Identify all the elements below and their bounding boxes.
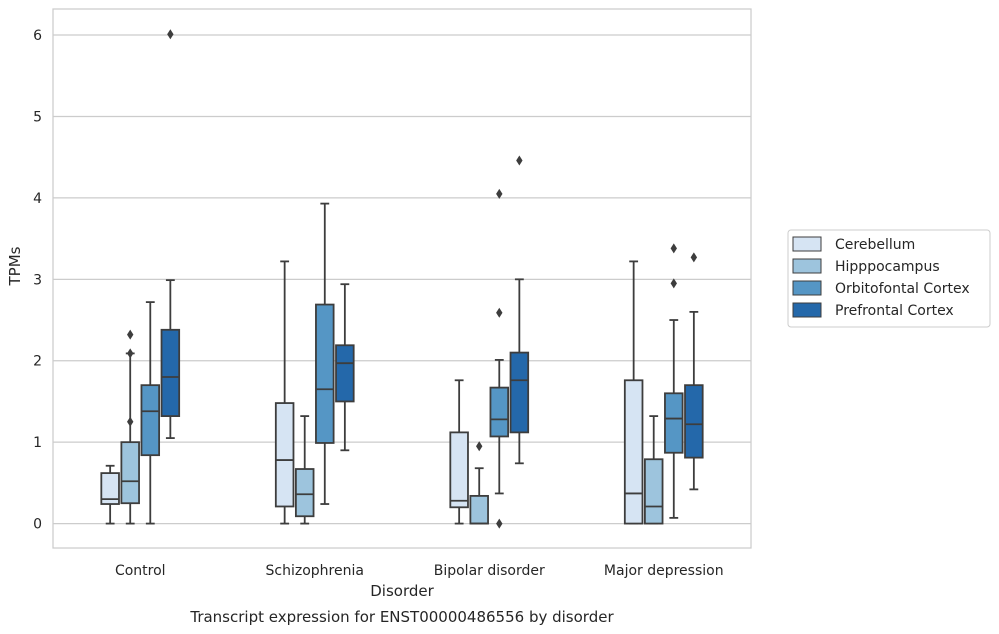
box-iqr: [120, 441, 140, 505]
y-tick-labels: 0 1 2 3 4 5 6: [33, 28, 42, 533]
box-hipppocampus: [469, 441, 489, 525]
box-cerebellum: [274, 260, 295, 525]
box-cerebellum: [623, 260, 644, 525]
box-iqr: [623, 379, 644, 525]
box-orbitofontal-cortex: [140, 301, 161, 525]
y-tick-label: 5: [33, 109, 42, 125]
box-iqr: [100, 472, 120, 505]
legend-swatch: [792, 258, 822, 274]
box-iqr: [160, 328, 181, 417]
legend-label: Prefrontal Cortex: [835, 303, 954, 319]
box-orbitofontal-cortex: [489, 188, 510, 529]
outlier-point: [476, 441, 483, 452]
outlier-point: [496, 518, 503, 529]
box-iqr: [335, 344, 355, 403]
y-tick-label: 0: [33, 517, 42, 533]
box-iqr: [274, 402, 295, 508]
legend-frame: [787, 229, 991, 328]
outlier-point: [496, 307, 503, 318]
box-iqr: [294, 468, 315, 518]
box-hipppocampus: [643, 415, 664, 525]
y-tick-label: 2: [33, 354, 42, 370]
box-iqr: [643, 458, 664, 525]
box-prefrontal-cortex: [509, 155, 530, 465]
box-orbitofontal-cortex: [315, 202, 335, 505]
y-tick-label: 3: [33, 272, 42, 288]
outlier-point: [496, 188, 503, 199]
box-hipppocampus: [120, 329, 140, 525]
y-axis-label: TPMs: [6, 246, 24, 286]
box-iqr: [140, 384, 161, 457]
outlier-point: [670, 243, 677, 254]
x-tick-label: Bipolar disorder: [434, 563, 545, 579]
outlier-point: [690, 252, 698, 263]
box-iqr: [664, 392, 684, 454]
outlier-point: [670, 278, 677, 289]
box-series: [100, 29, 704, 529]
box-orbitofontal-cortex: [664, 243, 684, 519]
legend-label: Orbitofontal Cortex: [835, 281, 970, 297]
box-iqr: [315, 303, 335, 444]
x-tick-label: Control: [115, 563, 166, 579]
outlier-point: [127, 329, 134, 340]
outlier-point: [167, 29, 174, 40]
outlier-point: [127, 416, 134, 427]
box-iqr: [489, 386, 510, 438]
x-tick-labels: Control Schizophrenia Bipolar disorder Majo…: [115, 563, 724, 579]
x-tick-label: Major depression: [604, 563, 724, 579]
box-iqr: [449, 431, 469, 509]
box-prefrontal-cortex: [160, 29, 181, 439]
box-prefrontal-cortex: [684, 252, 704, 491]
box-cerebellum: [100, 464, 120, 525]
box-iqr: [509, 351, 530, 434]
y-tick-label: 6: [33, 28, 42, 44]
legend-swatch: [792, 280, 822, 296]
y-tick-label: 1: [33, 435, 42, 451]
outlier-point: [127, 348, 134, 359]
y-tick-label: 4: [33, 191, 42, 207]
legend-label: Cerebellum: [835, 237, 915, 253]
figure-caption: Transcript expression for ENST0000048655…: [189, 608, 614, 626]
plot-frame: [52, 8, 752, 549]
box-cerebellum: [449, 379, 469, 525]
box-hipppocampus: [294, 415, 315, 525]
legend-swatch: [792, 236, 822, 252]
outlier-point: [516, 155, 523, 166]
box-iqr: [684, 384, 704, 459]
legend: Cerebellum Hipppocampus Orbitofontal Corte…: [787, 229, 991, 328]
box-prefrontal-cortex: [335, 283, 355, 452]
legend-label: Hipppocampus: [835, 259, 940, 275]
x-axis-label: Disorder: [370, 582, 434, 600]
x-tick-label: Schizophrenia: [266, 563, 364, 579]
box-iqr: [469, 494, 489, 525]
legend-swatch: [792, 302, 822, 318]
